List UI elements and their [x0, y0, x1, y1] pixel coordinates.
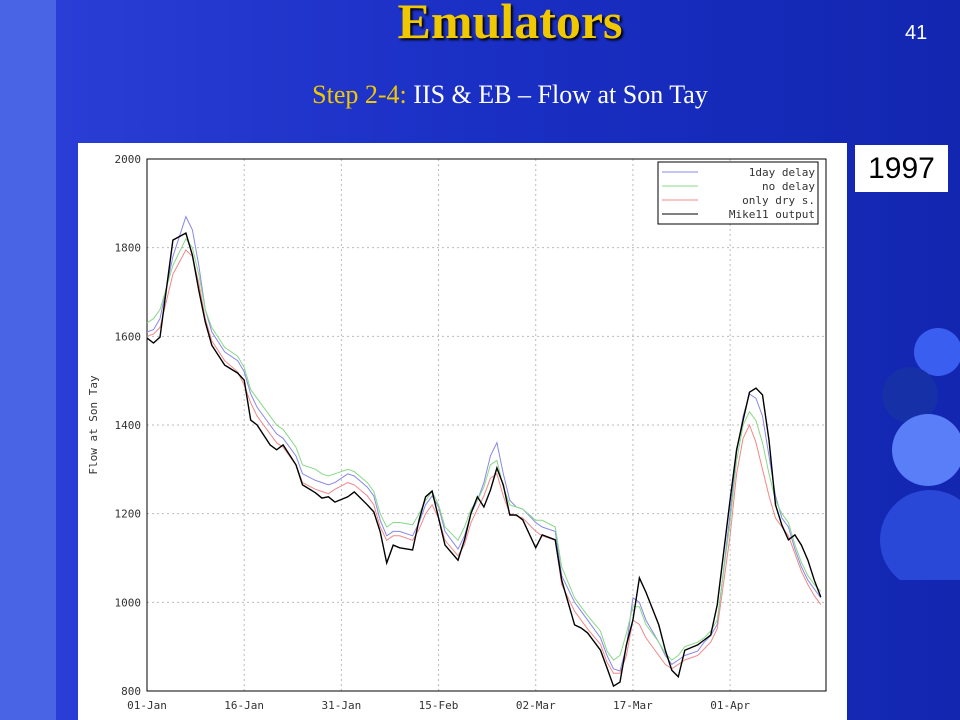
x-tick-label: 01-Jan	[127, 699, 167, 712]
legend-label: 1day delay	[749, 166, 816, 179]
series-line	[146, 237, 822, 661]
legend-label: only dry s.	[742, 194, 815, 207]
y-tick-label: 2000	[115, 153, 142, 166]
y-tick-label: 1600	[115, 330, 142, 343]
side-stripe	[0, 0, 56, 720]
subtitle-text: IIS & EB – Flow at Son Tay	[413, 80, 708, 109]
x-tick-label: 31-Jan	[321, 699, 361, 712]
page-number: 41	[905, 22, 928, 44]
series-line	[146, 215, 822, 672]
x-tick-label: 15-Feb	[419, 699, 459, 712]
x-tick-label: 02-Mar	[516, 699, 556, 712]
year-label: 1997	[855, 145, 948, 192]
legend-label: Mike11 output	[729, 208, 815, 221]
decoration	[880, 328, 960, 580]
subtitle-step: Step 2-4:	[312, 80, 407, 109]
x-tick-label: 17-Mar	[613, 699, 653, 712]
slide-subtitle: Step 2-4: IIS & EB – Flow at Son Tay	[200, 80, 820, 110]
plot-frame	[146, 158, 827, 692]
slide-title: Emulators	[397, 0, 623, 49]
chart: 800 1000 1200 1400 1600 1800 2000 01-Jan 16-Jan 3…	[78, 143, 847, 720]
y-axis-label: Flow at Son Tay	[87, 375, 100, 475]
y-tick-label: 1000	[115, 596, 142, 609]
chart-background	[78, 143, 847, 720]
y-tick-label: 1800	[115, 242, 142, 255]
legend-label: no delay	[762, 180, 815, 193]
series-line	[146, 249, 822, 674]
y-tick-label: 1400	[115, 419, 142, 432]
y-tick-label: 800	[121, 685, 141, 698]
y-tick-label: 1200	[115, 508, 142, 521]
x-tick-label: 01-Apr	[710, 699, 750, 712]
x-tick-label: 16-Jan	[224, 699, 264, 712]
series-line	[146, 231, 822, 688]
